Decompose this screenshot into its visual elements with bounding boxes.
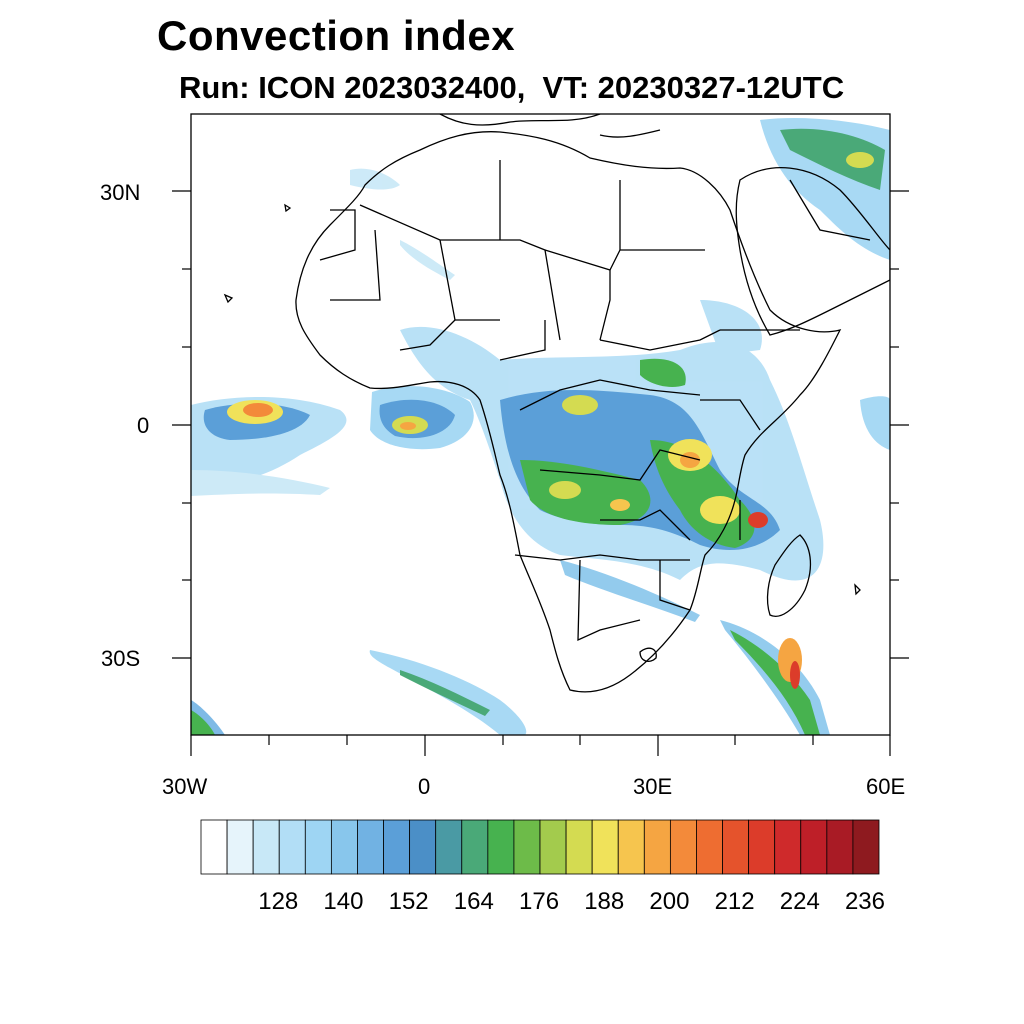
field-mid	[191, 710, 215, 735]
colorbar-swatch	[539, 819, 567, 875]
country-border	[544, 249, 611, 341]
lat-label-30n: 30N	[100, 180, 141, 205]
colorbar-swatch	[696, 819, 723, 875]
country-border	[539, 449, 701, 481]
colorbar-tick-label: 212	[714, 888, 755, 915]
field-high	[700, 496, 740, 524]
colorbar-swatch	[487, 819, 515, 875]
country-border	[319, 209, 356, 261]
lon-label-30w: 30W	[162, 774, 208, 799]
country-border	[499, 320, 546, 361]
colorbar-swatch	[357, 819, 384, 875]
colorbar-swatch	[774, 819, 802, 875]
colorbar-swatch	[591, 819, 619, 875]
chart-title: Convection index	[157, 12, 516, 59]
field-mid	[640, 358, 686, 387]
colorbar-tick-label: 200	[649, 888, 690, 915]
field-high	[400, 422, 416, 430]
colorbar-tick-label: 224	[779, 888, 820, 915]
field-mid	[730, 630, 820, 735]
country-border	[399, 319, 456, 351]
country-border	[659, 560, 691, 611]
colorbar-tick-label: 152	[388, 888, 429, 915]
chart-subtitle: Run: ICON 2023032400, VT: 20230327-12UTC	[179, 70, 845, 105]
lesotho-border	[639, 647, 657, 663]
country-border	[600, 509, 691, 541]
colorbar	[200, 819, 880, 875]
axis-ticks	[172, 190, 909, 756]
colorbar-swatch	[435, 819, 463, 875]
field-low	[350, 168, 400, 190]
colorbar-tick-label: 188	[584, 888, 625, 915]
colorbar-swatch	[461, 819, 489, 875]
convection-field	[191, 118, 890, 735]
colorbar-swatch	[669, 819, 697, 875]
europe-coastline	[439, 114, 601, 126]
colorbar-tick-label: 128	[258, 888, 299, 915]
colorbar-swatch	[330, 819, 358, 875]
colorbar-swatch	[565, 819, 593, 875]
colorbar-tick-label: 164	[453, 888, 494, 915]
colorbar-swatch	[409, 819, 437, 875]
country-border	[577, 559, 641, 642]
europe-coastline	[599, 129, 661, 138]
colorbar-swatch	[513, 819, 541, 875]
colorbar-swatch	[278, 819, 306, 875]
country-border	[599, 329, 721, 351]
lon-label-0: 0	[418, 774, 431, 799]
lon-label-30e: 30E	[633, 774, 673, 799]
colorbar-swatch	[383, 819, 411, 875]
island	[284, 203, 292, 213]
field-high	[549, 481, 581, 499]
field-high	[243, 403, 273, 417]
field-high	[562, 395, 598, 415]
country-border	[700, 399, 761, 431]
colorbar-swatch	[826, 819, 854, 875]
colorbar-tick-label: 176	[519, 888, 560, 915]
lon-label-60e: 60E	[866, 774, 906, 799]
coastlines-and-borders	[223, 114, 890, 693]
colorbar-swatch	[800, 819, 828, 875]
colorbar-swatch	[617, 819, 645, 875]
island	[223, 293, 234, 304]
colorbar-swatch	[852, 819, 880, 875]
country-border	[609, 249, 705, 271]
colorbar-tick-label: 236	[844, 888, 885, 915]
field-high	[748, 512, 768, 528]
colorbar-swatch	[226, 819, 254, 875]
arabia-coastline	[735, 167, 890, 336]
lat-label-30s: 30S	[101, 646, 141, 671]
country-border	[514, 554, 690, 561]
africa-coastline	[295, 131, 842, 693]
country-border	[789, 179, 871, 241]
colorbar-swatch	[643, 819, 671, 875]
field-mid	[780, 128, 885, 190]
country-border	[330, 229, 381, 301]
field-low	[191, 470, 330, 496]
madagascar-coastline	[766, 534, 812, 617]
field-high	[790, 661, 800, 689]
field-low	[700, 300, 762, 355]
field-mid	[400, 670, 490, 716]
country-border	[519, 379, 701, 411]
lat-label-0: 0	[137, 413, 150, 438]
field-low	[560, 560, 700, 622]
colorbar-swatch	[200, 819, 228, 875]
field-low	[860, 396, 890, 450]
colorbar-swatch	[748, 819, 776, 875]
field-low	[400, 240, 455, 280]
colorbar-tick-label: 140	[323, 888, 364, 915]
colorbar-swatch	[722, 819, 750, 875]
field-high	[227, 152, 874, 689]
field-high	[846, 152, 874, 168]
field-high	[610, 499, 630, 511]
island	[854, 583, 861, 596]
colorbar-swatch	[252, 819, 280, 875]
field-high	[680, 452, 700, 468]
country-border	[359, 204, 561, 341]
colorbar-swatch	[304, 819, 332, 875]
country-border	[439, 239, 500, 321]
